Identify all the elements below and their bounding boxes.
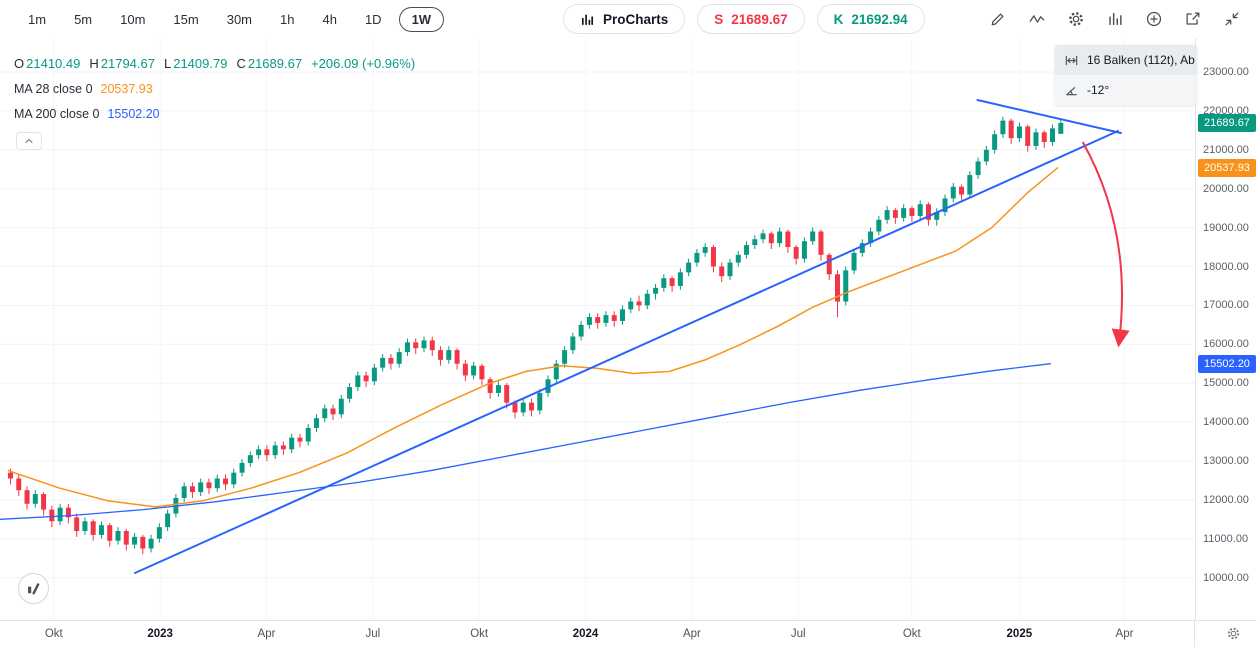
high-value: 21794.67 bbox=[100, 56, 155, 71]
add-chart-icon[interactable] bbox=[1139, 4, 1169, 34]
toolbar-icons bbox=[983, 0, 1247, 38]
price-tick: 23000.00 bbox=[1203, 66, 1249, 78]
time-label: 2024 bbox=[572, 628, 599, 640]
timeframe-1h[interactable]: 1h bbox=[269, 7, 305, 32]
axis-divider bbox=[1194, 621, 1195, 647]
chart-region: O 21410.49 H 21794.67 L 21409.79 C 21689… bbox=[0, 38, 1257, 620]
ma200-value: 15502.20 bbox=[107, 107, 160, 121]
timeframe-1m[interactable]: 1m bbox=[17, 7, 57, 32]
buy-quote-button[interactable]: K 21692.94 bbox=[816, 4, 925, 34]
timeframe-4h[interactable]: 4h bbox=[311, 7, 347, 32]
columns-icon[interactable] bbox=[1100, 4, 1130, 34]
low-value: 21409.79 bbox=[173, 56, 228, 71]
price-chart[interactable] bbox=[0, 38, 1195, 620]
indicators-icon[interactable] bbox=[1022, 4, 1052, 34]
ma28-row[interactable]: MA 28 close 0 20537.93 bbox=[14, 82, 424, 96]
high-label: H bbox=[89, 56, 99, 71]
time-label: Apr bbox=[257, 628, 276, 640]
timeframe-1W[interactable]: 1W bbox=[398, 6, 445, 32]
price-tick: 18000.00 bbox=[1203, 260, 1249, 273]
buy-label: K bbox=[833, 11, 844, 27]
time-label: Okt bbox=[902, 628, 921, 640]
price-tick: 13000.00 bbox=[1203, 455, 1249, 467]
price-axis[interactable]: 23000.00 22000.00 21000.00 20000.00 19000.00… bbox=[1195, 38, 1257, 620]
sell-quote-button[interactable]: S 21689.67 bbox=[697, 4, 805, 34]
price-tick: 17000.00 bbox=[1203, 299, 1249, 312]
tooltip-angle-row: -12° bbox=[1055, 75, 1197, 105]
timeframe-5m[interactable]: 5m bbox=[63, 7, 103, 32]
time-label: 2023 bbox=[147, 628, 173, 640]
change-value: +206.09 (+0.96%) bbox=[311, 56, 416, 71]
price-tick: 16000.00 bbox=[1203, 338, 1249, 351]
price-badge: 15502.20 bbox=[1198, 354, 1256, 373]
time-axis[interactable]: Okt 2023 Apr Jul Okt 2024 Apr Jul Okt 2025 Apr bbox=[0, 620, 1257, 656]
price-tick: 15000.00 bbox=[1203, 377, 1249, 390]
bar-range-icon bbox=[1064, 53, 1079, 68]
tradingview-logo[interactable] bbox=[18, 573, 49, 604]
close-value: 21689.67 bbox=[247, 56, 303, 71]
low-label: L bbox=[163, 56, 172, 71]
time-label: 2025 bbox=[1006, 628, 1033, 640]
timeframe-1D[interactable]: 1D bbox=[354, 7, 393, 32]
time-label: Okt bbox=[44, 628, 63, 640]
chart-legend: O 21410.49 H 21794.67 L 21409.79 C 21689… bbox=[14, 56, 424, 132]
ma200-row[interactable]: MA 200 close 0 15502.20 bbox=[14, 107, 424, 121]
buy-value: 21692.94 bbox=[851, 11, 908, 27]
price-tick: 21000.00 bbox=[1203, 143, 1249, 156]
price-tick: 20000.00 bbox=[1203, 182, 1249, 195]
open-label: O bbox=[14, 56, 25, 71]
time-label: Okt bbox=[470, 628, 489, 640]
collapse-icon[interactable] bbox=[1217, 4, 1247, 34]
timeframe-group: 1m 5m 10m 15m 30m 1h 4h 1D 1W bbox=[14, 0, 447, 38]
top-toolbar: 1m 5m 10m 15m 30m 1h 4h 1D 1W ProCharts S 21689.… bbox=[0, 0, 1257, 38]
tooltip-bars-row: 16 Balken (112t), Ab bbox=[1055, 45, 1197, 75]
price-tick: 10000.00 bbox=[1203, 571, 1249, 584]
timeframe-10m[interactable]: 10m bbox=[109, 7, 156, 32]
price-tick: 19000.00 bbox=[1203, 221, 1249, 234]
price-tick: 11000.00 bbox=[1203, 532, 1249, 545]
price-badge: 21689.67 bbox=[1198, 113, 1256, 132]
time-label: Apr bbox=[682, 628, 701, 640]
ma28-value: 20537.93 bbox=[100, 82, 153, 96]
ma200-label: MA 200 close 0 bbox=[14, 107, 100, 121]
timeframe-15m[interactable]: 15m bbox=[162, 7, 209, 32]
price-tick: 22000.00 bbox=[1203, 104, 1249, 117]
tooltip-bars-text: 16 Balken (112t), Ab bbox=[1087, 53, 1195, 67]
price-tick: 12000.00 bbox=[1203, 493, 1249, 506]
open-value: 21410.49 bbox=[26, 56, 81, 71]
angle-icon bbox=[1064, 83, 1079, 98]
procharts-button[interactable]: ProCharts bbox=[563, 4, 686, 34]
time-label: Apr bbox=[1115, 628, 1134, 640]
close-label: C bbox=[236, 56, 246, 71]
price-badge: 20537.93 bbox=[1198, 158, 1256, 177]
measurement-tooltip: 16 Balken (112t), Ab -12° bbox=[1055, 45, 1197, 105]
timeframe-30m[interactable]: 30m bbox=[216, 7, 263, 32]
axis-settings-icon[interactable] bbox=[1226, 626, 1241, 644]
price-tick: 14000.00 bbox=[1203, 416, 1249, 429]
sell-value: 21689.67 bbox=[731, 11, 788, 27]
time-label: Jul bbox=[365, 628, 381, 640]
settings-icon[interactable] bbox=[1061, 4, 1091, 34]
share-icon[interactable] bbox=[1178, 4, 1208, 34]
draw-icon[interactable] bbox=[983, 4, 1013, 34]
procharts-label: ProCharts bbox=[603, 11, 669, 27]
toolbar-center-group: ProCharts S 21689.67 K 21692.94 bbox=[563, 4, 925, 34]
ohlc-row: O 21410.49 H 21794.67 L 21409.79 C 21689… bbox=[14, 56, 424, 71]
procharts-icon bbox=[580, 12, 595, 27]
chart-area: O 21410.49 H 21794.67 L 21409.79 C 21689… bbox=[0, 38, 1195, 620]
legend-collapse-button[interactable] bbox=[16, 132, 42, 150]
time-label: Jul bbox=[790, 628, 806, 640]
tooltip-angle-text: -12° bbox=[1087, 83, 1110, 97]
sell-label: S bbox=[714, 11, 724, 27]
ma28-label: MA 28 close 0 bbox=[14, 82, 93, 96]
